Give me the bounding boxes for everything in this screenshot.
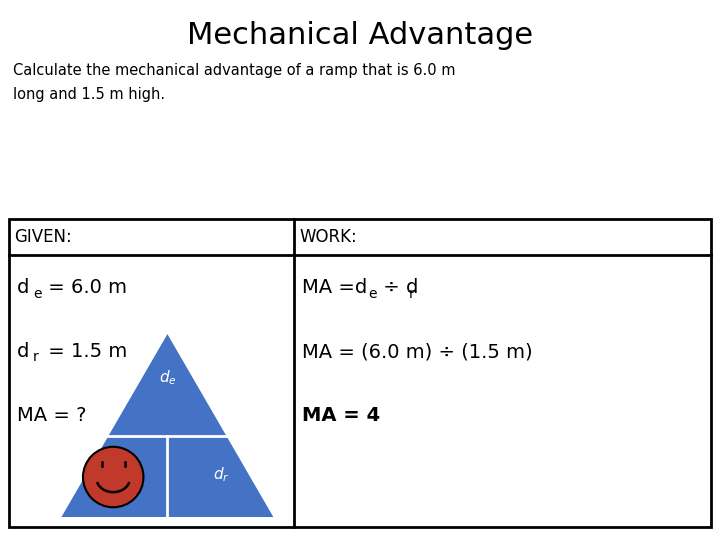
Text: ÷ d: ÷ d	[377, 279, 418, 298]
Text: d: d	[17, 342, 30, 361]
Text: = 6.0 m: = 6.0 m	[42, 279, 127, 298]
Text: Calculate the mechanical advantage of a ramp that is 6.0 m: Calculate the mechanical advantage of a …	[13, 63, 456, 78]
Text: $d_r$: $d_r$	[213, 465, 230, 484]
Text: long and 1.5 m high.: long and 1.5 m high.	[13, 87, 165, 102]
Text: Mechanical Advantage: Mechanical Advantage	[187, 21, 533, 50]
Polygon shape	[59, 332, 276, 518]
Bar	[9, 219, 711, 526]
Text: d: d	[17, 279, 30, 298]
Text: MA = (6.0 m) ÷ (1.5 m): MA = (6.0 m) ÷ (1.5 m)	[302, 342, 533, 361]
Text: WORK:: WORK:	[300, 228, 357, 246]
Text: r: r	[409, 287, 415, 301]
Text: e: e	[369, 287, 377, 301]
Text: MA =d: MA =d	[302, 279, 368, 298]
Text: = 1.5 m: = 1.5 m	[42, 342, 127, 361]
Text: GIVEN:: GIVEN:	[14, 228, 72, 246]
Text: $d_e$: $d_e$	[158, 369, 176, 387]
Text: r: r	[33, 350, 39, 365]
Ellipse shape	[83, 447, 143, 507]
Text: MA = ?: MA = ?	[17, 406, 87, 425]
Text: MA = 4: MA = 4	[302, 406, 381, 425]
Text: e: e	[33, 287, 42, 301]
